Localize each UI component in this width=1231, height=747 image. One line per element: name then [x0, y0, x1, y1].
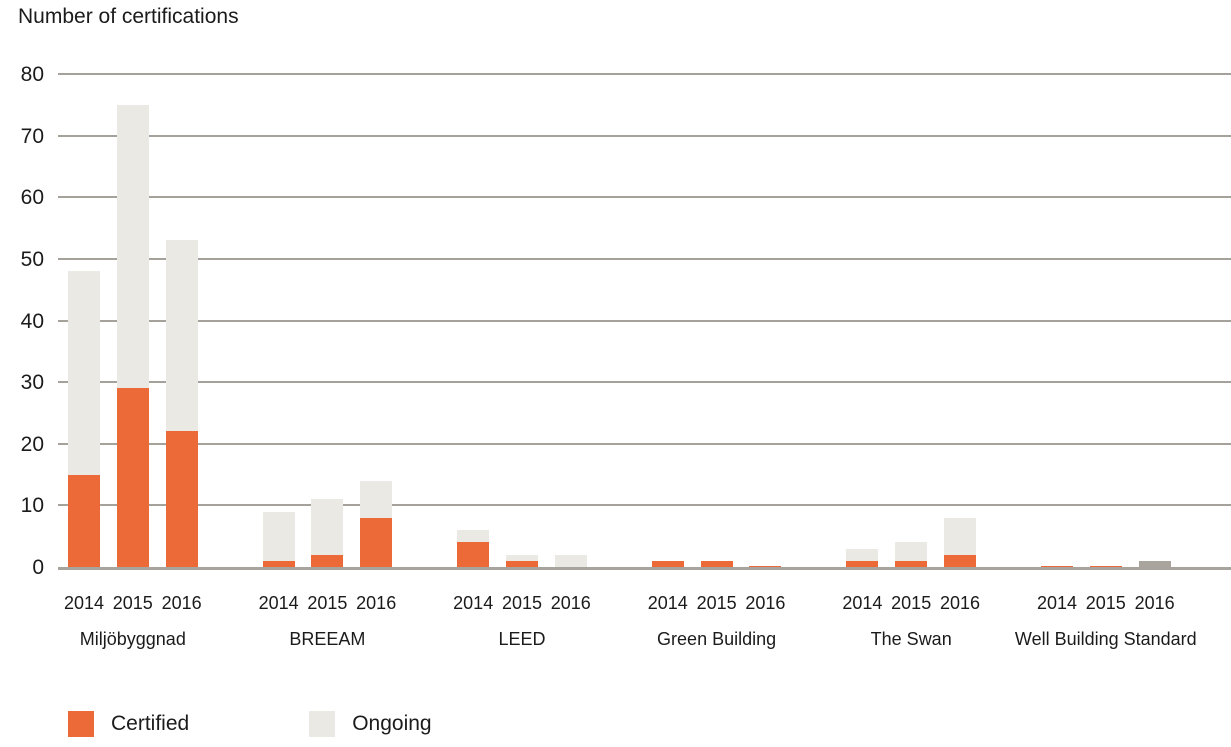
bar-ongoing-The Swan-2016	[944, 517, 976, 555]
y-tick-label-70: 70	[20, 124, 44, 148]
bar-certified-LEED-2015	[506, 560, 538, 567]
bar-certified-Green Building-2014	[651, 560, 684, 567]
group-label-Well Building Standard: Well Building Standard	[1014, 629, 1197, 649]
x-tick-label-LEED-2014: 2014	[453, 593, 494, 613]
chart-legend: Certified Ongoing	[68, 711, 432, 737]
x-tick-label-Miljöbyggnad-2015: 2015	[112, 593, 153, 613]
y-tick-label-50: 50	[20, 247, 44, 271]
bar-ongoing-Miljöbyggnad-2014	[68, 271, 100, 475]
y-tick-label-20: 20	[20, 432, 44, 456]
gridline-80	[58, 73, 1231, 75]
group-label-Green Building: Green Building	[657, 629, 777, 649]
bar-ongoing-BREEAM-2015	[311, 499, 344, 555]
group-label-The Swan: The Swan	[870, 629, 952, 649]
bar-certified-Green Building-2016	[749, 565, 782, 567]
gridline-10	[58, 504, 1231, 507]
x-tick-label-LEED-2016: 2016	[550, 593, 591, 613]
bar-certified-Green Building-2015	[700, 560, 733, 567]
x-tick-label-The Swan-2016: 2016	[939, 593, 981, 613]
bar-certified-Well Building Standard-2015	[1089, 565, 1122, 567]
x-tick-label-BREEAM-2016: 2016	[356, 593, 397, 613]
bar-certified-BREEAM-2016	[360, 517, 393, 567]
bar-certified-LEED-2014	[457, 542, 490, 567]
gridline-40	[58, 319, 1231, 322]
x-tick-label-Green Building-2015: 2015	[696, 593, 737, 613]
bar-certified-Well Building Standard-2014	[1041, 565, 1073, 567]
x-tick-label-The Swan-2014: 2014	[842, 593, 883, 613]
group-label-Miljöbyggnad: Miljöbyggnad	[79, 629, 186, 649]
certified-swatch-icon	[68, 711, 94, 737]
bar-certified-Miljöbyggnad-2015	[116, 388, 149, 567]
legend-label-certified: Certified	[111, 712, 190, 735]
legend-item-ongoing: Ongoing	[309, 711, 432, 737]
gridline-20	[58, 442, 1231, 445]
bar-ongoing-LEED-2014	[457, 530, 490, 543]
bar-certified-Miljöbyggnad-2014	[68, 474, 100, 567]
bar-ongoing-LEED-2015	[506, 554, 538, 561]
group-label-BREEAM: BREEAM	[289, 629, 366, 649]
x-tick-label-BREEAM-2014: 2014	[258, 593, 299, 613]
bar-certified-BREEAM-2014	[262, 560, 295, 567]
bar-ongoing-LEED-2016	[554, 554, 587, 567]
bar-gray-Well Building Standard-2016	[1138, 560, 1171, 567]
y-tick-label-10: 10	[20, 494, 44, 518]
bar-ongoing-The Swan-2015	[895, 542, 928, 561]
x-tick-label-Green Building-2016: 2016	[745, 593, 786, 613]
y-tick-label-40: 40	[20, 309, 44, 333]
x-tick-label-Well Building Standard-2016: 2016	[1134, 593, 1175, 613]
x-tick-label-Green Building-2014: 2014	[647, 593, 688, 613]
bar-ongoing-Miljöbyggnad-2015	[116, 104, 149, 389]
y-tick-label-60: 60	[20, 186, 44, 210]
bar-ongoing-Miljöbyggnad-2016	[165, 240, 198, 432]
gridline-50	[58, 257, 1231, 260]
x-tick-label-Miljöbyggnad-2014: 2014	[63, 593, 105, 613]
x-tick-label-Well Building Standard-2015: 2015	[1085, 593, 1126, 613]
y-tick-label-0: 0	[32, 556, 44, 579]
bar-certified-The Swan-2016	[944, 554, 976, 567]
x-tick-label-Miljöbyggnad-2016: 2016	[161, 593, 202, 613]
y-tick-label-30: 30	[20, 371, 44, 395]
gridline-30	[58, 381, 1231, 384]
gridline-60	[58, 196, 1231, 199]
bar-ongoing-BREEAM-2016	[360, 480, 393, 518]
bar-certified-The Swan-2015	[895, 560, 928, 567]
x-tick-label-Well Building Standard-2014: 2014	[1036, 593, 1078, 613]
y-tick-label-80: 80	[20, 63, 44, 86]
group-label-LEED: LEED	[498, 629, 546, 649]
gridline-70	[58, 134, 1231, 137]
ongoing-swatch-icon	[309, 711, 336, 737]
x-tick-label-LEED-2015: 2015	[501, 593, 543, 613]
bar-certified-The Swan-2014	[846, 560, 879, 567]
x-tick-label-The Swan-2015: 2015	[891, 593, 932, 613]
bar-certified-BREEAM-2015	[311, 554, 344, 567]
x-axis-line	[58, 567, 1231, 570]
legend-item-certified: Certified	[68, 711, 189, 737]
bar-ongoing-BREEAM-2014	[262, 511, 295, 561]
legend-label-ongoing: Ongoing	[352, 712, 432, 735]
bar-certified-Miljöbyggnad-2016	[165, 431, 198, 567]
chart-title: Number of certifications	[18, 5, 239, 28]
x-tick-label-BREEAM-2015: 2015	[307, 593, 348, 613]
bar-ongoing-The Swan-2014	[846, 548, 879, 561]
